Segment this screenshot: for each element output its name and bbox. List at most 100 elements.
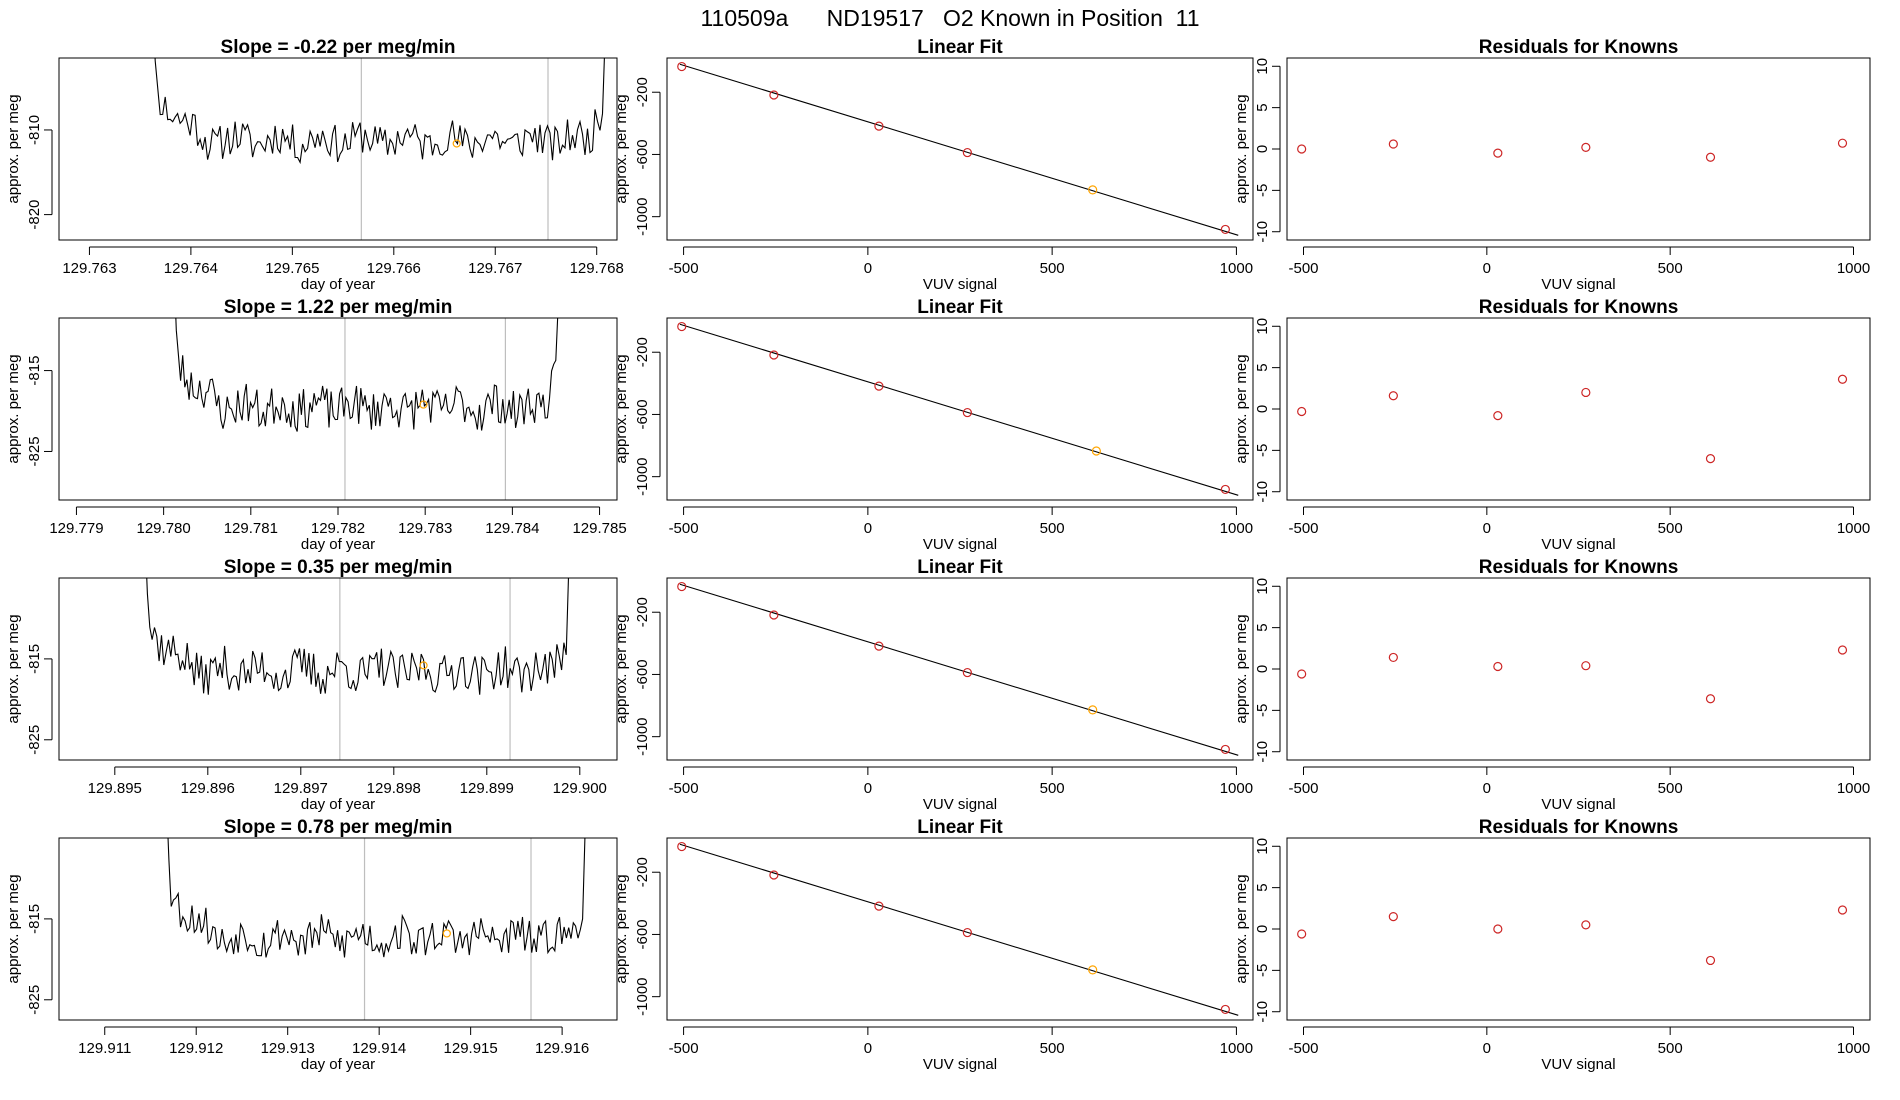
- x-tick-label: 500: [1658, 1040, 1683, 1057]
- x-tick-label: -500: [669, 260, 699, 277]
- x-axis-label: day of year: [301, 796, 375, 813]
- x-tick-label: 129.915: [444, 1040, 498, 1057]
- known-marker: [452, 139, 461, 148]
- plot-area: [1297, 905, 1848, 966]
- x-tick-label: 0: [864, 780, 872, 797]
- y-axis-label: approx. per meg: [613, 94, 630, 203]
- panel-title: Slope = -0.22 per meg/min: [221, 37, 456, 58]
- panel-title: Linear Fit: [917, 297, 1003, 318]
- plot-frame: [666, 577, 1254, 761]
- data-point: [1220, 224, 1230, 235]
- plot-area: [1297, 374, 1848, 464]
- x-tick-label: 129.896: [181, 780, 235, 797]
- y-tick-label: -10: [1254, 481, 1271, 503]
- x-tick-label: -500: [1288, 1040, 1318, 1057]
- data-point: [1220, 1004, 1230, 1015]
- data-point: [769, 610, 779, 620]
- y-tick-label: -815: [26, 904, 43, 934]
- panel-title: Slope = 0.35 per meg/min: [224, 557, 453, 578]
- y-tick-label: -1000: [634, 457, 651, 495]
- x-tick-label: 500: [1040, 1040, 1065, 1057]
- y-tick-label: -810: [26, 115, 43, 145]
- x-tick-label: 1000: [1220, 260, 1253, 277]
- data-point: [1837, 645, 1848, 655]
- x-tick-label: 0: [1483, 780, 1491, 797]
- panel-0-2: Residuals for Knowns -500 0 500 1000 10 5 0 -5 -1…: [1233, 37, 1871, 293]
- y-tick-label: -10: [1254, 1001, 1271, 1023]
- x-tick-label: 129.898: [367, 780, 421, 797]
- y-tick-label: -820: [26, 200, 43, 230]
- known-marker: [419, 661, 428, 670]
- data-point: [1297, 929, 1307, 939]
- x-axis-label: VUV signal: [1541, 796, 1615, 813]
- data-point: [1297, 669, 1307, 679]
- x-tick-label: 1000: [1220, 780, 1253, 797]
- y-tick-label: -200: [634, 597, 651, 627]
- data-point: [1837, 138, 1848, 148]
- data-point: [874, 641, 884, 651]
- data-point: [1705, 955, 1716, 966]
- y-tick-label: -600: [634, 659, 651, 689]
- plot-area: [677, 581, 1239, 756]
- y-tick-label: -1000: [634, 717, 651, 755]
- x-tick-label: 500: [1658, 780, 1683, 797]
- x-axis-label: day of year: [301, 276, 375, 293]
- data-point: [1388, 652, 1398, 663]
- x-axis-label: VUV signal: [1541, 536, 1615, 553]
- y-tick-label: 0: [1254, 665, 1271, 673]
- panel-title: Linear Fit: [917, 817, 1003, 838]
- x-tick-label: 0: [1483, 1040, 1491, 1057]
- y-axis-label: approx. per meg: [1233, 354, 1250, 463]
- panel-title: Residuals for Knowns: [1479, 297, 1679, 318]
- plot-frame: [666, 837, 1254, 1021]
- x-axis-label: VUV signal: [923, 1056, 997, 1073]
- page-title: 110509a ND19517 O2 Known in Position 11: [700, 5, 1199, 31]
- y-axis-label: approx. per meg: [5, 94, 22, 203]
- plot-frame: [1286, 577, 1871, 761]
- x-axis-label: VUV signal: [1541, 1056, 1615, 1073]
- data-point: [1493, 661, 1503, 672]
- y-tick-label: 5: [1254, 363, 1271, 371]
- y-axis-label: approx. per meg: [1233, 614, 1250, 723]
- x-tick-label: 129.781: [224, 520, 278, 537]
- y-tick-label: -10: [1254, 741, 1271, 763]
- data-point: [769, 870, 779, 880]
- plot-frame: [58, 837, 618, 1021]
- panel-3-0: Slope = 0.78 per meg/min 129.911 129.912 12…: [5, 817, 618, 1073]
- x-tick-label: 129.914: [352, 1040, 406, 1057]
- x-tick-label: 0: [864, 1040, 872, 1057]
- panel-title: Linear Fit: [917, 37, 1003, 58]
- data-point: [1388, 911, 1398, 922]
- data-point: [677, 321, 687, 332]
- x-tick-label: 129.768: [570, 260, 624, 277]
- x-tick-label: 129.767: [468, 260, 522, 277]
- x-tick-label: 500: [1658, 260, 1683, 277]
- data-point: [1493, 411, 1503, 421]
- plot-area: [677, 61, 1239, 236]
- panel-0-1: Linear Fit -500 0 500 1000 -200 -600 -1000 VUV s…: [613, 37, 1254, 293]
- plot-area: [154, 58, 605, 240]
- x-tick-label: 129.779: [49, 520, 103, 537]
- y-axis-label: approx. per meg: [5, 354, 22, 463]
- data-point: [1088, 185, 1098, 195]
- x-tick-label: 1000: [1837, 260, 1870, 277]
- panel-title: Linear Fit: [917, 557, 1003, 578]
- y-tick-label: 10: [1254, 838, 1271, 855]
- panel-0-0: Slope = -0.22 per meg/min 129.763 129.764 1…: [5, 37, 624, 293]
- fit-line: [679, 843, 1239, 1016]
- plot-area: [175, 318, 559, 500]
- y-tick-label: -5: [1254, 704, 1271, 717]
- y-tick-label: 10: [1254, 58, 1271, 75]
- x-axis-label: VUV signal: [923, 796, 997, 813]
- y-tick-label: -5: [1254, 964, 1271, 977]
- x-axis-label: VUV signal: [1541, 276, 1615, 293]
- y-axis-label: approx. per meg: [5, 874, 22, 983]
- y-tick-label: 10: [1254, 578, 1271, 595]
- x-tick-label: 500: [1040, 520, 1065, 537]
- panel-1-0: Slope = 1.22 per meg/min 129.779 129.780 12…: [5, 297, 627, 553]
- x-tick-label: 129.913: [261, 1040, 315, 1057]
- panel-2-1: Linear Fit -500 0 500 1000 -200 -600 -1000 VUV s…: [613, 557, 1254, 813]
- data-point: [1581, 142, 1591, 152]
- y-tick-label: 5: [1254, 623, 1271, 631]
- x-tick-label: -500: [1288, 520, 1318, 537]
